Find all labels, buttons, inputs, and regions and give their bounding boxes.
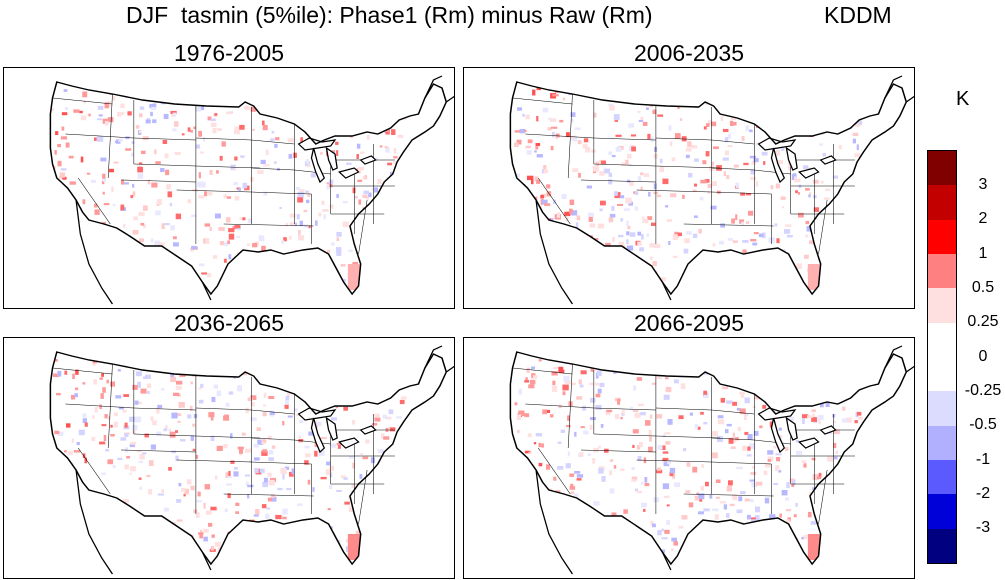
colorbar-tick-label: 1 — [978, 244, 988, 262]
colorbar-tick-label: -0.5 — [969, 416, 997, 434]
map-panel-4 — [463, 337, 915, 579]
colorbar — [927, 150, 957, 564]
panel-title-2: 2006-2035 — [634, 40, 744, 66]
colorbar-swatch — [928, 357, 956, 392]
us-map-3 — [49, 345, 454, 575]
colorbar-swatch — [928, 425, 956, 461]
us-map-2 — [509, 75, 914, 305]
colorbar-swatch — [928, 185, 956, 221]
colorbar-swatch — [928, 219, 956, 255]
colorbar-tick-label: -1 — [975, 450, 991, 468]
colorbar-swatch — [928, 460, 956, 495]
colorbar-tick-label: -3 — [975, 519, 991, 537]
panel-title-3: 2036-2065 — [174, 310, 284, 336]
panel-title-4: 2066-2095 — [634, 310, 744, 336]
colorbar-tick-label: -2 — [975, 485, 991, 502]
colorbar-tick-label: 0 — [978, 347, 988, 365]
colorbar-swatch — [928, 528, 956, 564]
colorbar-tick-label: 2 — [978, 210, 988, 228]
colorbar-swatch — [928, 391, 956, 427]
panel-title-1: 1976-2005 — [174, 40, 284, 66]
map-panel-3 — [3, 337, 455, 579]
figure-title: DJF tasmin (5%ile): Phase1 (Rm) minus Ra… — [0, 2, 1005, 83]
colorbar-swatch — [928, 322, 956, 358]
colorbar-tick-label: 0.25 — [967, 313, 999, 331]
us-map-4 — [509, 345, 914, 575]
map-panel-2 — [463, 67, 915, 309]
colorbar-swatch — [928, 288, 956, 324]
figure-title-text: DJF tasmin (5%ile): Phase1 (Rm) minus Ra… — [126, 2, 653, 28]
model-name: KDDM — [824, 2, 892, 28]
colorbar-unit: K — [956, 88, 970, 110]
colorbar-swatch — [928, 151, 956, 186]
colorbar-tick-label: 0.5 — [971, 279, 995, 296]
colorbar-tick-label: 3 — [978, 176, 988, 193]
colorbar-swatch — [928, 254, 956, 289]
colorbar-tick-label: -0.25 — [964, 382, 1002, 399]
us-map-1 — [49, 75, 454, 305]
colorbar-swatch — [928, 494, 956, 530]
map-panel-1 — [3, 67, 455, 309]
